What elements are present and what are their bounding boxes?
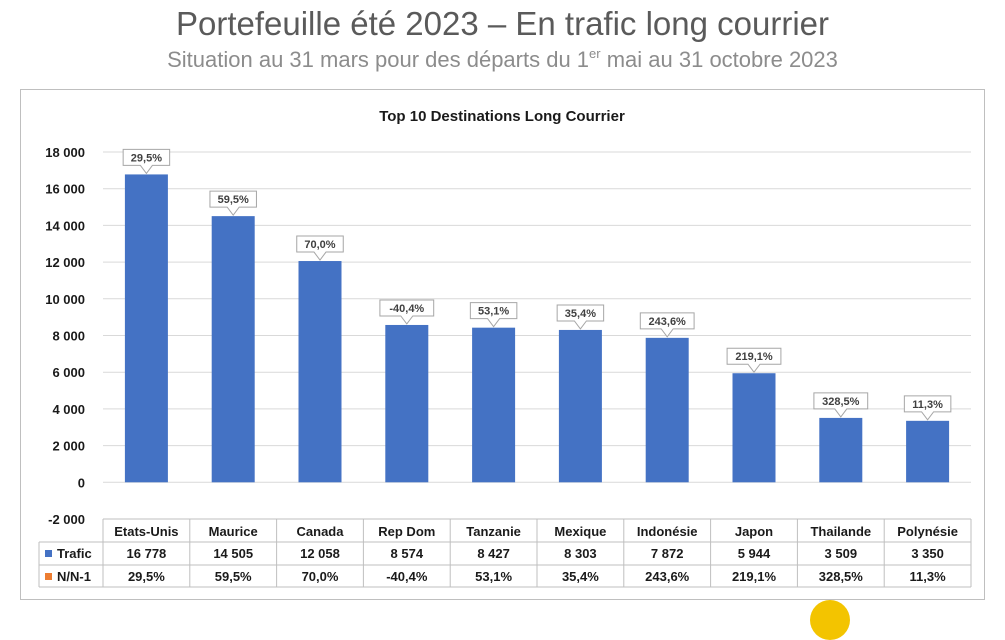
x-category-label: Tanzanie	[466, 524, 521, 539]
data-label: 29,5%	[131, 152, 162, 164]
bar	[906, 420, 950, 483]
data-label: 11,3%	[912, 399, 943, 411]
brand-logo	[810, 600, 850, 640]
table-cell: 328,5%	[819, 569, 864, 584]
data-label-callout	[903, 395, 952, 421]
data-label: 59,5%	[218, 194, 249, 206]
y-tick-label: 14 000	[45, 218, 85, 233]
data-label: 70,0%	[304, 239, 335, 251]
data-label-callout	[556, 304, 605, 330]
table-cell: 8 427	[477, 546, 510, 561]
legend-key-n-n-1	[45, 573, 52, 580]
data-label-callout	[469, 302, 518, 328]
x-category-label: Japon	[735, 524, 773, 539]
bar	[819, 417, 863, 483]
table-cell: 8 303	[564, 546, 597, 561]
y-tick-label: 2 000	[52, 439, 85, 454]
page-subtitle: Situation au 31 mars pour des départs du…	[0, 46, 1005, 74]
data-label: 243,6%	[649, 316, 687, 328]
y-tick-label: 4 000	[52, 402, 85, 417]
x-category-label: Rep Dom	[378, 524, 435, 539]
table-cell: 53,1%	[475, 569, 512, 584]
data-label-callout	[122, 148, 171, 175]
data-label: 35,4%	[565, 308, 596, 320]
table-cell: 35,4%	[562, 569, 599, 584]
x-category-label: Thailande	[810, 524, 871, 539]
table-cell: 16 778	[127, 546, 167, 561]
table-cell: 11,3%	[910, 569, 947, 584]
y-tick-label: 10 000	[45, 292, 85, 307]
legend-label-trafic: Trafic	[57, 546, 92, 561]
subtitle-text-start: Situation au 31 mars pour des départs du…	[167, 47, 590, 72]
x-category-label: Polynésie	[897, 524, 958, 539]
table-cell: 12 058	[300, 546, 340, 561]
table-cell: 29,5%	[128, 569, 165, 584]
y-tick-label: 6 000	[52, 365, 85, 380]
data-label: 219,1%	[735, 351, 773, 363]
data-label-callout	[639, 312, 695, 338]
legend-label-n-n-1: N/N-1	[57, 569, 91, 584]
x-category-label: Indonésie	[637, 524, 698, 539]
y-tick-label: 0	[78, 475, 85, 490]
data-label: -40,4%	[389, 303, 424, 315]
y-tick-label: -2 000	[48, 512, 85, 527]
table-cell: -40,4%	[386, 569, 428, 584]
subtitle-superscript: er	[589, 46, 601, 61]
y-tick-label: 12 000	[45, 255, 85, 270]
table-cell: 8 574	[391, 546, 424, 561]
table-cell: 14 505	[213, 546, 253, 561]
data-label-callout	[813, 392, 869, 418]
data-label: 53,1%	[478, 306, 509, 318]
y-tick-label: 8 000	[52, 329, 85, 344]
legend-key-trafic	[45, 550, 52, 557]
x-category-label: Mexique	[554, 524, 606, 539]
table-cell: 219,1%	[732, 569, 777, 584]
bar	[385, 324, 429, 483]
x-category-label: Etats-Unis	[114, 524, 178, 539]
table-cell: 5 944	[738, 546, 771, 561]
bar	[645, 337, 689, 483]
x-category-label: Canada	[297, 524, 345, 539]
chart-title: Top 10 Destinations Long Courrier	[379, 108, 625, 125]
data-label-callout	[209, 190, 257, 216]
bar-chart: Top 10 Destinations Long Courrier -2 000 0…	[38, 108, 972, 588]
table-cell: 3 350	[911, 546, 944, 561]
bar	[211, 216, 255, 483]
data-label-callout	[296, 235, 344, 261]
page-title: Portefeuille été 2023 – En trafic long c…	[175, 5, 830, 42]
table-cell: 7 872	[651, 546, 684, 561]
y-tick-label: 16 000	[45, 182, 85, 197]
table-cell: 243,6%	[645, 569, 690, 584]
data-label: 328,5%	[822, 396, 860, 408]
chart-frame: Top 10 Destinations Long Courrier -2 000 0…	[20, 89, 985, 600]
bar	[472, 327, 516, 483]
table-cell: 3 509	[825, 546, 858, 561]
table-cell: 70,0%	[302, 569, 339, 584]
y-tick-label: 18 000	[45, 145, 85, 160]
subtitle-text-end: mai au 31 octobre 2023	[600, 47, 838, 72]
data-label-callout	[726, 347, 782, 374]
data-label-callout	[379, 299, 435, 325]
bar	[298, 261, 342, 483]
bar	[558, 329, 602, 483]
x-category-label: Maurice	[209, 524, 258, 539]
table-cell: 59,5%	[215, 569, 252, 584]
bar	[124, 174, 168, 483]
bar	[732, 373, 776, 483]
